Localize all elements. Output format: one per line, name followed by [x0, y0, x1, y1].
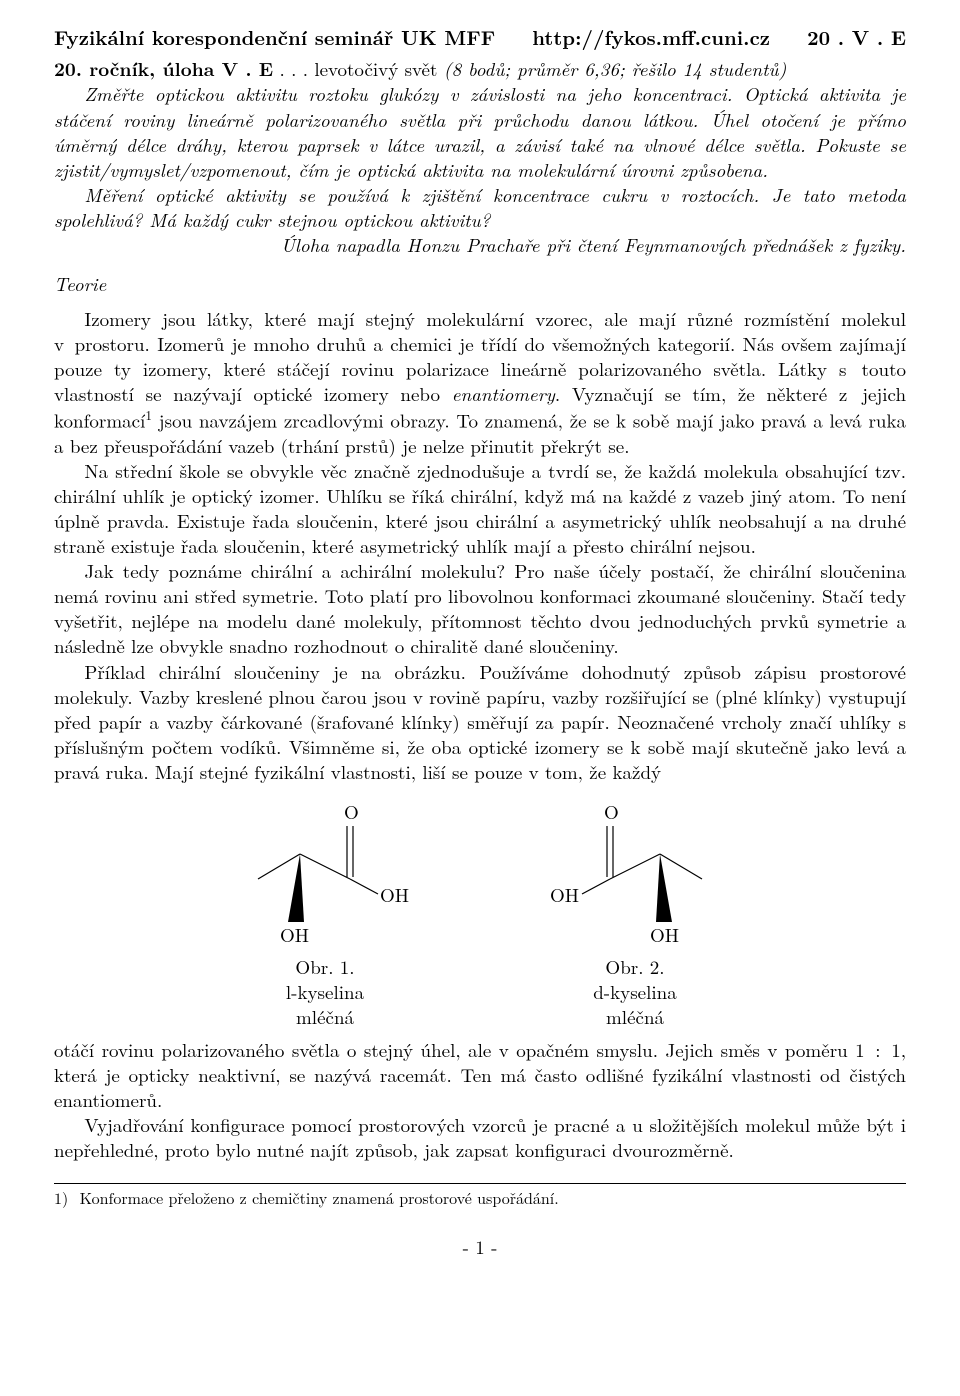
- label-OH-down-1: OH: [280, 921, 309, 948]
- header-right: 20 . V . E: [807, 24, 906, 50]
- footnote-rule: [54, 1183, 906, 1184]
- problem-title: 20. ročník, úloha V . E: [54, 54, 273, 82]
- figure-1: O OH OH Obr. 1. l-kyselina mléčná: [240, 794, 410, 1029]
- problem-attribution: Úloha napadla Honzu Prachaře při čtení F…: [54, 232, 906, 257]
- label-O-2: O: [604, 798, 619, 825]
- problem-statement-2: Měření optické aktivity se používá k zji…: [54, 182, 906, 232]
- label-O-1: O: [344, 798, 359, 825]
- label-OH-right-1: OH: [380, 881, 409, 908]
- body-par1: Izomery jsou látky, které mají stejný mo…: [54, 306, 906, 458]
- problem-block: 20. ročník, úloha V . E . . . levotočivý…: [54, 56, 906, 257]
- figure-2-caption-a: d-kyselina: [593, 979, 677, 1004]
- figure-1-caption-a: l-kyselina: [286, 979, 364, 1004]
- label-OH-down-2: OH: [650, 921, 679, 948]
- header-left: Fyzikální korespondenční seminář UK MFF: [54, 24, 495, 50]
- figure-2-diagram: O OH OH: [550, 794, 720, 954]
- enantiomery-term: enantiomery: [452, 380, 555, 407]
- body-par5: otáčí rovinu polarizovaného světla o ste…: [54, 1037, 906, 1112]
- body-par6: Vyjadřování konfigurace pomocí prostorov…: [54, 1112, 906, 1162]
- figure-2-caption-b: mléčná: [606, 1004, 664, 1029]
- body-par1-c: jsou navzájem zrcadlovými obrazy. To zna…: [54, 407, 906, 459]
- footnote-mark: 1): [54, 1188, 80, 1208]
- figure-row: O OH OH Obr. 1. l-kyselina mléčná: [54, 794, 906, 1029]
- section-heading: Teorie: [54, 271, 906, 296]
- problem-stats: (8 bodů; průměr 6,36; řešilo 14 studentů…: [444, 55, 787, 82]
- body-par3: Jak tedy poznáme chirální a achirální mo…: [54, 558, 906, 658]
- figure-1-caption-b: mléčná: [296, 1004, 354, 1029]
- body-par4: Příklad chirální sloučeniny je na obrázk…: [54, 659, 906, 784]
- header-url: http://fykos.mff.cuni.cz: [532, 24, 770, 50]
- problem-title-rest: . . . levotočivý svět: [273, 55, 444, 82]
- problem-statement-1: Změřte optickou aktivitu roztoku glukózy…: [54, 81, 906, 181]
- figure-2: O OH OH Obr. 2. d-kyselina mléčná: [550, 794, 720, 1029]
- problem-title-line: 20. ročník, úloha V . E . . . levotočivý…: [54, 56, 906, 81]
- page-number: - 1 -: [54, 1234, 906, 1259]
- footnote-1: 1)Konformace přeloženo z chemičtiny znam…: [54, 1188, 906, 1208]
- page: Fyzikální korespondenční seminář UK MFF …: [0, 0, 960, 1293]
- body-par2: Na střední škole se obvykle věc značně z…: [54, 458, 906, 558]
- page-header: Fyzikální korespondenční seminář UK MFF …: [54, 24, 906, 50]
- figure-1-num: Obr. 1.: [295, 954, 354, 979]
- figure-2-num: Obr. 2.: [605, 954, 664, 979]
- figure-1-diagram: O OH OH: [240, 794, 410, 954]
- label-OH-left-2: OH: [550, 881, 579, 908]
- footnote-text: Konformace přeloženo z chemičtiny znamen…: [80, 1186, 559, 1209]
